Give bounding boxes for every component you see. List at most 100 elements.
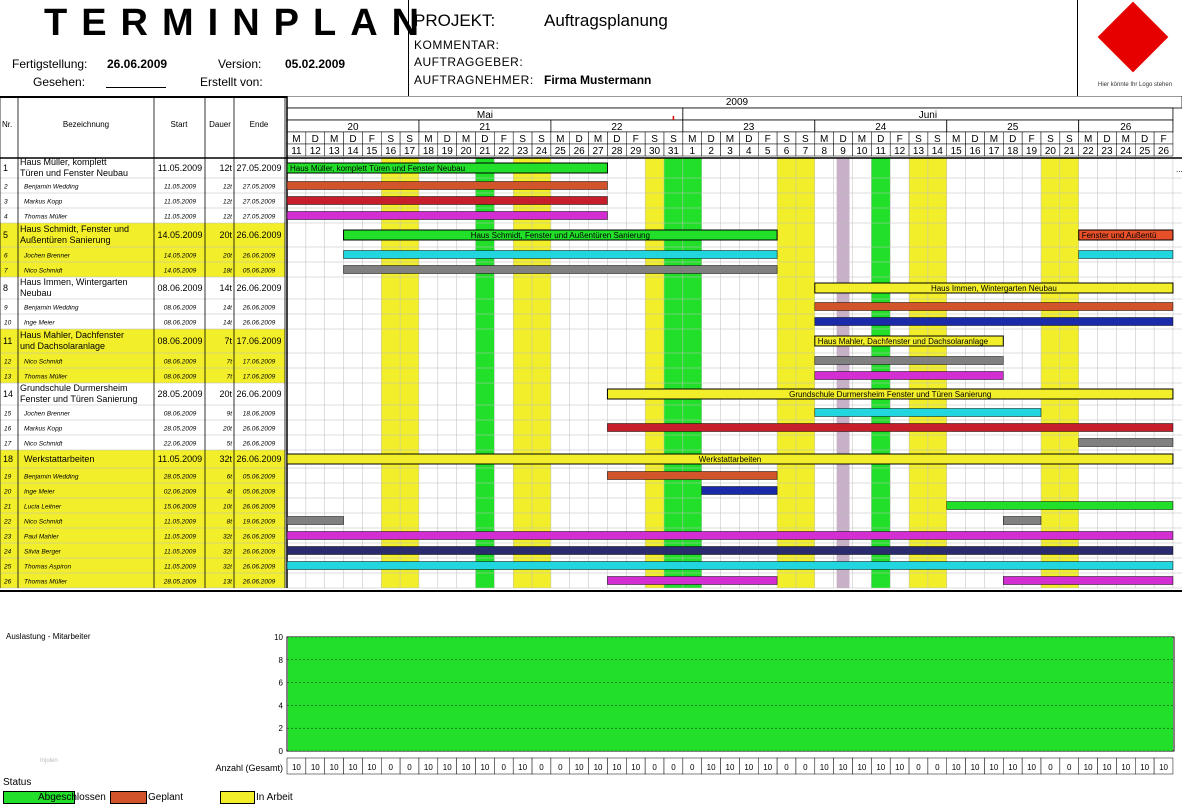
year-label: 2009 <box>726 97 749 108</box>
table-row[interactable]: 25 Thomas Aspiron 11.05.2009 32t 26.06.2009 <box>3 561 1174 571</box>
row-name: Thomas Aspiron <box>24 564 71 571</box>
row-start: 22.06.2009 <box>163 441 197 448</box>
erstellt-label: Erstellt von: <box>200 75 263 89</box>
gantt-bar[interactable] <box>701 486 778 495</box>
row-start: 28.05.2009 <box>157 389 202 399</box>
gantt-bar[interactable] <box>343 265 778 274</box>
table-row[interactable]: 12 Nico Schmidt 08.06.2009 7t 17.06.2009 <box>4 356 1004 366</box>
gantt-bar[interactable] <box>1003 576 1174 585</box>
table-row[interactable]: 15 Jochen Brenner 08.06.2009 9t 18.06.2009 <box>4 408 1042 418</box>
weekday-label: D <box>1141 134 1148 145</box>
table-row[interactable]: 3 Markus Kopp 11.05.2009 12t 27.05.2009 <box>4 196 608 206</box>
table-row[interactable]: 22 Nico Schmidt 11.05.2009 8t 19.06.2009 <box>3 516 1042 526</box>
day-label: 24 <box>1120 146 1132 157</box>
gantt-bar[interactable] <box>607 576 778 585</box>
table-row[interactable]: 19 Benjamin Wedding 28.05.2009 6t 05.06.2009 <box>4 471 778 481</box>
gantt-bar[interactable] <box>814 371 1004 380</box>
table-row[interactable]: 2 Benjamin Wedding 11.05.2009 12t 27.05.2009 <box>3 181 608 191</box>
table-row[interactable]: 26 Thomas Müller 28.05.2009 13t 26.06.2009 <box>3 576 1174 586</box>
gantt-bar[interactable] <box>286 196 608 205</box>
gantt-bar[interactable] <box>286 546 1174 555</box>
table-row[interactable]: 5 Haus Schmidt, Fenster und Außentüren San… <box>3 224 1174 245</box>
gantt-bar[interactable] <box>814 408 1042 417</box>
day-label: 26 <box>574 146 586 157</box>
gantt-bar[interactable] <box>286 531 1174 540</box>
row-background <box>0 543 285 558</box>
table-row[interactable]: 23 Paul Mahler 11.05.2009 32t 26.06.2009 <box>3 531 1174 541</box>
table-row[interactable]: 1 Haus Müller, komplett Türen und Fenster … <box>3 157 608 178</box>
gesehen-field[interactable] <box>106 87 166 88</box>
table-row[interactable]: 11 Haus Mahler, Dachfenster und Dachsolara… <box>3 330 1004 351</box>
gantt-bar[interactable] <box>343 250 778 259</box>
load-title: Auslastung - Mitarbeiter <box>6 632 91 641</box>
table-row[interactable]: 9 Benjamin Wedding 08.06.2009 14t 26.06.2009 <box>4 302 1174 312</box>
gantt-bar[interactable] <box>814 282 1174 294</box>
gantt-bar[interactable] <box>1078 229 1174 241</box>
gantt-bar[interactable] <box>606 388 1174 400</box>
fertigstellung-value[interactable]: 26.06.2009 <box>107 57 168 71</box>
day-label: 23 <box>517 146 529 157</box>
row-start: 15.06.2009 <box>164 504 197 511</box>
gantt-bar[interactable] <box>286 211 608 220</box>
count-value: 10 <box>518 763 527 772</box>
table-row[interactable]: 24 Silvia Berger 11.05.2009 32t 26.06.2009 <box>3 546 1174 556</box>
table-row[interactable]: 13 Thomas Müller 08.06.2009 7t 17.06.2009 <box>4 371 1004 381</box>
legend-label-planned: Geplant <box>148 792 184 803</box>
row-start: 08.06.2009 <box>164 305 197 312</box>
table-row[interactable]: 14 Grundschule Durmersheim Fenster und Tür… <box>3 383 1174 404</box>
table-row[interactable]: 16 Markus Kopp 28.05.2009 20t 26.06.2009 <box>4 423 1174 433</box>
auftragnehmer-label: AUFTRAGNEHMER: <box>414 73 534 87</box>
gantt-bar[interactable] <box>286 561 1174 570</box>
table-row[interactable]: 6 Jochen Brenner 14.05.2009 20t 26.06.2009 <box>4 250 1174 260</box>
row-start: 28.05.2009 <box>163 474 197 481</box>
gantt-bar[interactable] <box>1078 438 1174 447</box>
count-value: 10 <box>330 763 339 772</box>
gantt-bar[interactable] <box>1003 516 1042 525</box>
kommentar-label: KOMMENTAR: <box>414 38 500 52</box>
gantt-bar[interactable] <box>814 356 1004 365</box>
row-end: 05.06.2009 <box>243 474 276 481</box>
row-start: 28.05.2009 <box>163 426 197 433</box>
gantt-bar[interactable] <box>607 423 1174 432</box>
gantt-bar[interactable] <box>343 229 778 241</box>
day-label: 28 <box>611 146 623 157</box>
table-row[interactable]: 18 Werkstattarbeiten 11.05.2009 32t 26.06.20… <box>3 453 1174 465</box>
table-row[interactable]: 8 Haus Immen, Wintergarten Neubau 08.06.200… <box>3 277 1174 298</box>
row-nr: 20 <box>3 489 12 496</box>
table-row[interactable]: 7 Nico Schmidt 14.05.2009 18t 05.06.2009 <box>4 265 778 275</box>
gantt-bar[interactable] <box>286 181 608 190</box>
legend-label-completed: Abgeschlossen <box>38 792 106 803</box>
row-name: Inge Meier <box>24 320 56 327</box>
gantt-bar[interactable] <box>286 162 608 174</box>
row-name: Haus Müller, komplett Türen und Fenster N… <box>20 157 128 178</box>
gantt-bar[interactable] <box>814 302 1174 311</box>
day-label: 16 <box>385 146 397 157</box>
gantt-bar[interactable] <box>814 335 1004 347</box>
table-row[interactable]: 20 Inge Meier 02.06.2009 4t 05.06.2009 <box>3 486 778 496</box>
row-nr: 8 <box>3 283 8 293</box>
day-column-holiday <box>682 158 702 588</box>
gantt-bar[interactable] <box>286 453 1174 465</box>
gantt-bar[interactable] <box>946 501 1174 510</box>
weekday-label: S <box>651 134 658 145</box>
row-end: 26.06.2009 <box>242 564 276 571</box>
version-value[interactable]: 05.02.2009 <box>285 57 346 71</box>
count-value: 10 <box>424 763 433 772</box>
count-value: 0 <box>407 763 412 772</box>
row-start: 11.05.2009 <box>158 454 202 464</box>
table-row[interactable]: 10 Inge Meier 08.06.2009 14t 26.06.2009 <box>4 317 1174 327</box>
gantt-bar[interactable] <box>814 317 1174 326</box>
gantt-bar[interactable] <box>1078 250 1174 259</box>
overflow-marker: ... <box>1176 165 1182 174</box>
table-row[interactable]: 21 Lucia Leitner 15.06.2009 10t 26.06.2009 <box>3 501 1174 511</box>
day-label: 11 <box>291 146 302 157</box>
table-row[interactable]: 4 Thomas Müller 11.05.2009 12t 27.05.2009 <box>4 211 608 221</box>
logo-hint: Hier könnte Ihr Logo stehen <box>1098 82 1173 88</box>
gantt-bar[interactable] <box>607 471 778 480</box>
table-row[interactable]: 17 Nico Schmidt 22.06.2009 5t 26.06.2009 <box>4 438 1174 448</box>
day-cell[interactable] <box>1153 143 1174 157</box>
projekt-value[interactable]: Auftragsplanung <box>544 11 668 30</box>
auftragnehmer-value[interactable]: Firma Mustermann <box>544 73 652 87</box>
count-value: 0 <box>784 763 789 772</box>
gantt-bar[interactable] <box>286 516 344 525</box>
